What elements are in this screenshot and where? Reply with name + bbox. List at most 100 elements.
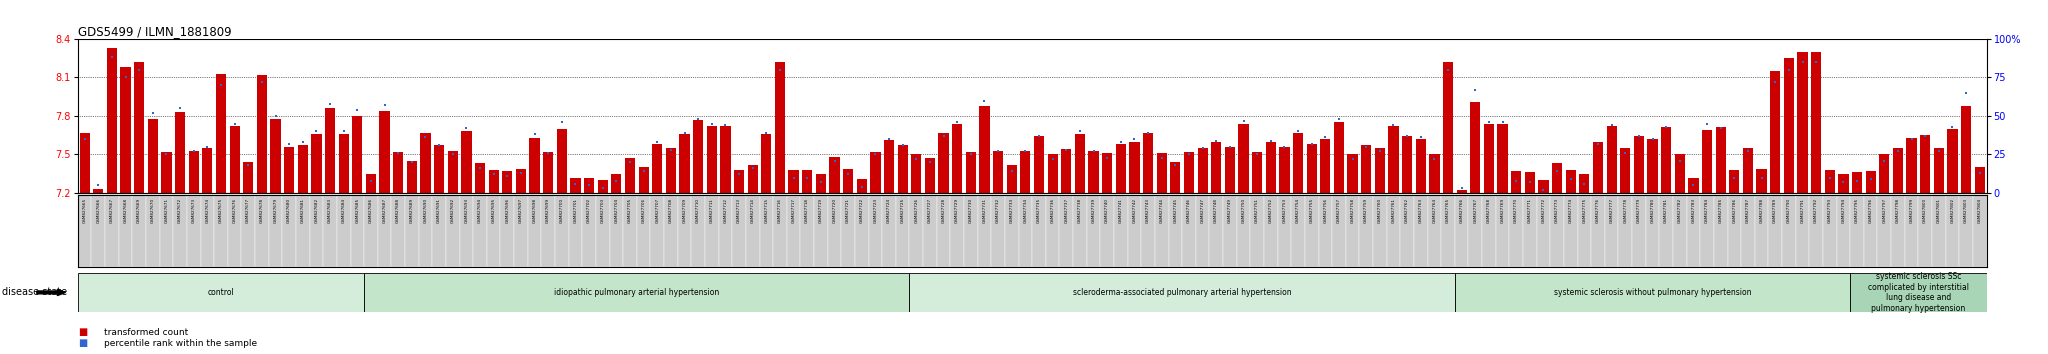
Bar	[842, 195, 854, 267]
Bar	[1808, 195, 1823, 267]
Bar	[1100, 195, 1114, 267]
Bar	[1210, 195, 1223, 267]
Text: transformed count: transformed count	[104, 327, 188, 337]
Text: GSM827794: GSM827794	[1841, 198, 1845, 223]
Bar	[1360, 195, 1372, 267]
Bar	[162, 152, 172, 193]
Text: GSM827750: GSM827750	[1241, 198, 1245, 223]
Text: GSM827788: GSM827788	[1759, 198, 1763, 223]
Bar	[1141, 195, 1155, 267]
Bar	[1321, 139, 1331, 193]
Bar	[854, 195, 868, 267]
Bar	[133, 62, 143, 193]
Bar	[1415, 139, 1425, 193]
Bar	[926, 158, 936, 193]
Bar	[365, 195, 377, 267]
Bar	[596, 195, 610, 267]
Text: GSM827743: GSM827743	[1147, 198, 1151, 223]
Bar	[160, 195, 174, 267]
Bar	[1962, 105, 1972, 193]
Text: GSM827799: GSM827799	[1909, 198, 1913, 223]
Text: GSM827756: GSM827756	[1323, 198, 1327, 223]
Bar	[528, 195, 541, 267]
Bar	[1511, 171, 1522, 193]
Bar	[1087, 195, 1100, 267]
Bar	[1292, 133, 1303, 193]
Bar	[1454, 195, 1468, 267]
Text: GSM827699: GSM827699	[547, 198, 551, 223]
Text: GSM827796: GSM827796	[1868, 198, 1872, 223]
Bar	[1716, 127, 1726, 193]
Text: GSM827720: GSM827720	[831, 198, 836, 223]
Bar	[651, 195, 664, 267]
Bar	[868, 195, 883, 267]
Bar	[1849, 273, 1987, 312]
Text: GSM827776: GSM827776	[1595, 198, 1599, 223]
Text: GSM827709: GSM827709	[682, 198, 686, 223]
Bar	[598, 180, 608, 193]
Bar	[569, 177, 580, 193]
Text: GSM827724: GSM827724	[887, 198, 891, 223]
Bar	[1006, 195, 1018, 267]
Text: GSM827778: GSM827778	[1624, 198, 1628, 223]
Bar	[1169, 162, 1180, 193]
Bar	[242, 195, 256, 267]
Bar	[244, 162, 254, 193]
Bar	[1810, 52, 1821, 193]
Text: GSM827759: GSM827759	[1364, 198, 1368, 223]
Bar	[610, 174, 621, 193]
Bar	[637, 195, 651, 267]
Bar	[367, 174, 377, 193]
Bar	[377, 195, 391, 267]
Bar	[1128, 142, 1139, 193]
Bar	[297, 195, 309, 267]
Bar	[1116, 144, 1126, 193]
Bar	[1823, 195, 1837, 267]
Text: GSM827673: GSM827673	[193, 198, 197, 223]
Text: GSM827767: GSM827767	[1473, 198, 1477, 223]
Text: GSM827784: GSM827784	[1706, 198, 1710, 223]
Text: GSM827779: GSM827779	[1636, 198, 1640, 223]
Bar	[350, 195, 365, 267]
Bar	[1389, 126, 1399, 193]
Text: GSM827763: GSM827763	[1419, 198, 1423, 223]
Bar	[1087, 150, 1098, 193]
Text: GSM827674: GSM827674	[205, 198, 209, 223]
Bar	[1509, 195, 1524, 267]
Bar	[1743, 148, 1753, 193]
Bar	[1661, 127, 1671, 193]
Bar	[569, 195, 582, 267]
Bar	[500, 195, 514, 267]
Bar	[897, 145, 907, 193]
Bar	[623, 195, 637, 267]
Bar	[1675, 154, 1686, 193]
Text: GSM827715: GSM827715	[764, 198, 768, 223]
Text: GSM827742: GSM827742	[1133, 198, 1137, 223]
Text: GSM827735: GSM827735	[1036, 198, 1040, 223]
Text: GSM827668: GSM827668	[123, 198, 127, 223]
Bar	[1346, 195, 1360, 267]
Text: GSM827695: GSM827695	[492, 198, 496, 223]
Bar	[514, 195, 528, 267]
Bar	[1565, 195, 1577, 267]
Bar	[762, 134, 772, 193]
Text: GSM827718: GSM827718	[805, 198, 809, 223]
Bar	[1348, 154, 1358, 193]
Bar	[1018, 195, 1032, 267]
Bar	[1225, 147, 1235, 193]
Bar	[1386, 195, 1401, 267]
Bar	[1047, 154, 1057, 193]
Bar	[1796, 195, 1808, 267]
Bar	[338, 134, 348, 193]
Text: systemic sclerosis SSc
complicated by interstitial
lung disease and
pulmonary hy: systemic sclerosis SSc complicated by in…	[1868, 272, 1968, 313]
Bar	[1536, 195, 1550, 267]
Bar	[1442, 195, 1454, 267]
Bar	[119, 195, 133, 267]
Bar	[1866, 171, 1876, 193]
Bar	[1948, 129, 1958, 193]
Bar	[827, 195, 842, 267]
Text: GSM827684: GSM827684	[342, 198, 346, 223]
Text: GSM827734: GSM827734	[1024, 198, 1028, 223]
Text: GSM827725: GSM827725	[901, 198, 905, 223]
Text: GSM827777: GSM827777	[1610, 198, 1614, 223]
